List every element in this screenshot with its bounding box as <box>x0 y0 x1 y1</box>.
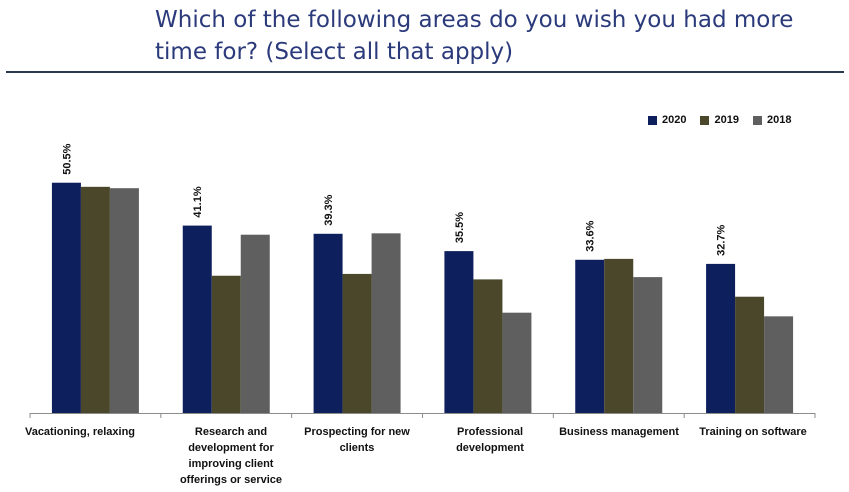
legend-swatch-2019 <box>700 115 710 125</box>
legend-swatch-2020 <box>648 115 657 125</box>
data-label-prospecting: 39.3% <box>323 194 335 225</box>
legend-item-2020: 2020 <box>648 114 686 126</box>
bar-2018-research <box>240 234 270 413</box>
legend: 2020 2019 2018 <box>648 114 791 126</box>
bar-2020-research <box>182 225 212 413</box>
bar-2019-research <box>211 275 241 413</box>
bar-2020-training <box>706 263 736 413</box>
category-label-training: Training on software <box>699 426 807 438</box>
bar-2018-business <box>633 277 663 413</box>
bar-2019-vacationing <box>80 186 110 413</box>
bar-2018-vacationing <box>109 188 139 413</box>
legend-item-2018: 2018 <box>752 114 792 126</box>
legend-swatch-2018 <box>752 115 762 125</box>
bar-2018-professional <box>502 312 532 413</box>
legend-item-2019: 2019 <box>700 114 739 126</box>
bar-2020-business <box>575 259 605 413</box>
data-label-research: 41.1% <box>192 186 204 217</box>
bar-2018-training <box>764 316 794 413</box>
bar-2019-training <box>735 296 765 413</box>
bar-2020-vacationing <box>51 182 81 413</box>
category-label-business: Business management <box>559 426 679 438</box>
data-label-professional: 35.5% <box>454 212 466 243</box>
bar-2018-prospecting <box>371 233 401 413</box>
legend-label-2020: 2020 <box>662 114 687 126</box>
data-label-training: 32.7% <box>716 224 728 255</box>
data-label-vacationing: 50.5% <box>61 143 73 174</box>
legend-label-2018: 2018 <box>766 114 792 126</box>
title-divider <box>6 71 844 73</box>
category-label-research: Research and development for improving c… <box>179 426 283 486</box>
category-label-vacationing: Vacationing, relaxing <box>24 426 136 438</box>
bar-2020-prospecting <box>313 233 343 413</box>
chart-title: Which of the following areas do you wish… <box>155 7 794 65</box>
bar-2020-professional <box>444 251 474 413</box>
bar-2019-professional <box>473 279 503 413</box>
legend-label-2019: 2019 <box>714 114 739 126</box>
data-label-business: 33.6% <box>585 220 597 251</box>
bar-2019-business <box>604 258 634 413</box>
category-label-prospecting: Prospecting for new clients <box>304 426 410 454</box>
category-label-professional: Professional development <box>456 426 524 454</box>
bar-2019-prospecting <box>342 273 372 413</box>
